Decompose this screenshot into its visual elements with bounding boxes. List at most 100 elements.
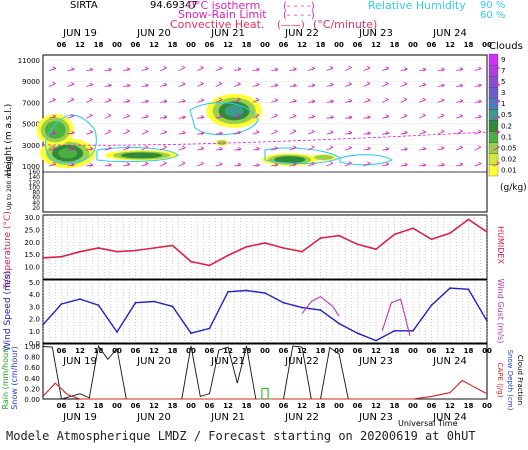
hour-tick-label: 06 [353, 41, 363, 49]
precipitation-panel: 1.00 0.80 0.60 0.40 0.20 0.00 06 12 18 00 06 12 18 00… [24, 343, 492, 423]
wind-arrow-head [311, 66, 316, 71]
wind-arrow-head [292, 129, 297, 134]
wind-arrow-head [422, 129, 426, 134]
wind-arrow-head [163, 161, 167, 165]
wind-arrow-head [311, 83, 316, 88]
day-label: JUN 23 [358, 356, 393, 367]
wind-tick-label: 4.0 [29, 291, 40, 299]
hour-tick-label: 06 [57, 41, 67, 49]
temperature-point [301, 250, 303, 253]
wind-arrow-head [255, 113, 260, 118]
hour-tick-label: 18 [242, 402, 252, 410]
wind-arrow-head [496, 65, 500, 70]
temperature-point [486, 230, 488, 233]
wind-arrow-head [52, 66, 56, 71]
wind-arrow-head [163, 65, 167, 70]
temperature-tick-label: 25.0 [24, 226, 40, 234]
day-label: JUN 19 [62, 412, 97, 423]
wind-arrow-head [404, 162, 408, 167]
wind-arrow-head [107, 129, 112, 134]
hour-tick-label: 12 [297, 402, 307, 410]
wind-arrow-head [237, 147, 242, 151]
hour-tick-label: 00 [408, 41, 418, 49]
wind-arrow-head [219, 131, 223, 135]
hour-tick-label: 12 [223, 347, 233, 355]
hour-tick-label: 12 [445, 402, 455, 410]
wind-arrow-head [219, 114, 223, 119]
hour-tick-label: 18 [168, 41, 178, 49]
low-height-tick-label: 80 [32, 190, 40, 197]
hour-tick-label: 00 [334, 347, 344, 355]
wind-arrow-head [367, 115, 371, 119]
temperature-point [319, 237, 322, 239]
wind-arrow-head [274, 162, 279, 167]
wind-speed-point [79, 298, 81, 300]
wind-arrow-head [366, 65, 371, 70]
temperature-point [42, 257, 44, 259]
wind-arrow-head [144, 129, 149, 134]
temperature-point [60, 255, 63, 258]
wind-arrow-head [182, 82, 186, 86]
temperature-point [282, 247, 285, 249]
colorbar-label: 0.1 [501, 133, 512, 141]
wind-arrow-head [311, 99, 316, 104]
wind-arrow-head [52, 81, 56, 86]
wind-arrow-head [144, 145, 149, 149]
hour-tick-label: 18 [94, 402, 104, 410]
hour-tick-label: 00 [334, 402, 344, 410]
wind-arrow-head [403, 82, 408, 86]
wind-arrow-head [219, 147, 223, 151]
wind-arrow-head [422, 163, 427, 167]
day-label: JUN 20 [136, 356, 171, 367]
wind-arrow-head [422, 67, 427, 72]
temperature-point [467, 218, 470, 221]
wind-arrow-head [182, 98, 186, 103]
hour-tick-label: 18 [390, 347, 400, 355]
wind-arrow-head [459, 99, 464, 103]
wind-arrow-head [274, 83, 279, 88]
cloud-fraction-axis-label: Cloud Fraction [516, 355, 524, 405]
cloud-contour [217, 140, 227, 146]
hour-tick-label: 00 [408, 347, 418, 355]
temperature-point [356, 243, 359, 246]
day-label: JUN 20 [136, 412, 171, 423]
hour-tick-label: 12 [223, 402, 233, 410]
legend-rh: Relative Humidity [368, 0, 466, 12]
hour-tick-label: 00 [186, 347, 196, 355]
temperature-tick-label: 20.0 [24, 239, 40, 247]
wind-panel: 5.0 4.0 3.0 2.0 1.0 0.0 06 12 18 00 06 12 18 00 06 12 18… [29, 279, 492, 367]
wind-speed-point [393, 329, 396, 332]
temperature-point [227, 254, 229, 257]
hour-tick-label: 18 [316, 41, 326, 49]
wind-arrow-head [403, 113, 408, 118]
height-tick-label: 3000 [22, 142, 40, 150]
day-label: JUN 24 [432, 28, 467, 39]
wind-arrow-head [366, 81, 371, 86]
wind-speed-point [338, 322, 340, 325]
colorbar-swatch [488, 109, 499, 121]
wind-speed-point [301, 306, 303, 309]
rain-line [258, 387, 272, 400]
hour-tick-label: 00 [186, 402, 196, 410]
wind-arrow-head [348, 161, 352, 165]
wind-arrow-head [237, 130, 242, 135]
wind-arrow-head [329, 145, 334, 150]
wind-arrow-head [459, 67, 464, 71]
wind-arrow-head [219, 162, 223, 166]
colorbar-label: 0.5 [501, 111, 512, 119]
wind-arrow-head [218, 81, 223, 86]
wind-arrow-head [200, 81, 204, 86]
colorbar-label: 0.05 [501, 144, 517, 152]
low-height-tick-label: 20 [32, 205, 40, 212]
hour-tick-label: 12 [371, 41, 381, 49]
wind-arrow-head [126, 145, 130, 150]
wind-arrow-head [255, 97, 260, 102]
wind-arrow-head [440, 113, 445, 118]
precip-tick-label: 0.40 [24, 375, 40, 383]
wind-arrow-head [182, 145, 186, 150]
wind-gust-line [381, 298, 411, 336]
hour-tick-label: 12 [445, 347, 455, 355]
colorbar-label: 0.2 [501, 122, 512, 130]
day-label: JUN 21 [210, 28, 245, 39]
